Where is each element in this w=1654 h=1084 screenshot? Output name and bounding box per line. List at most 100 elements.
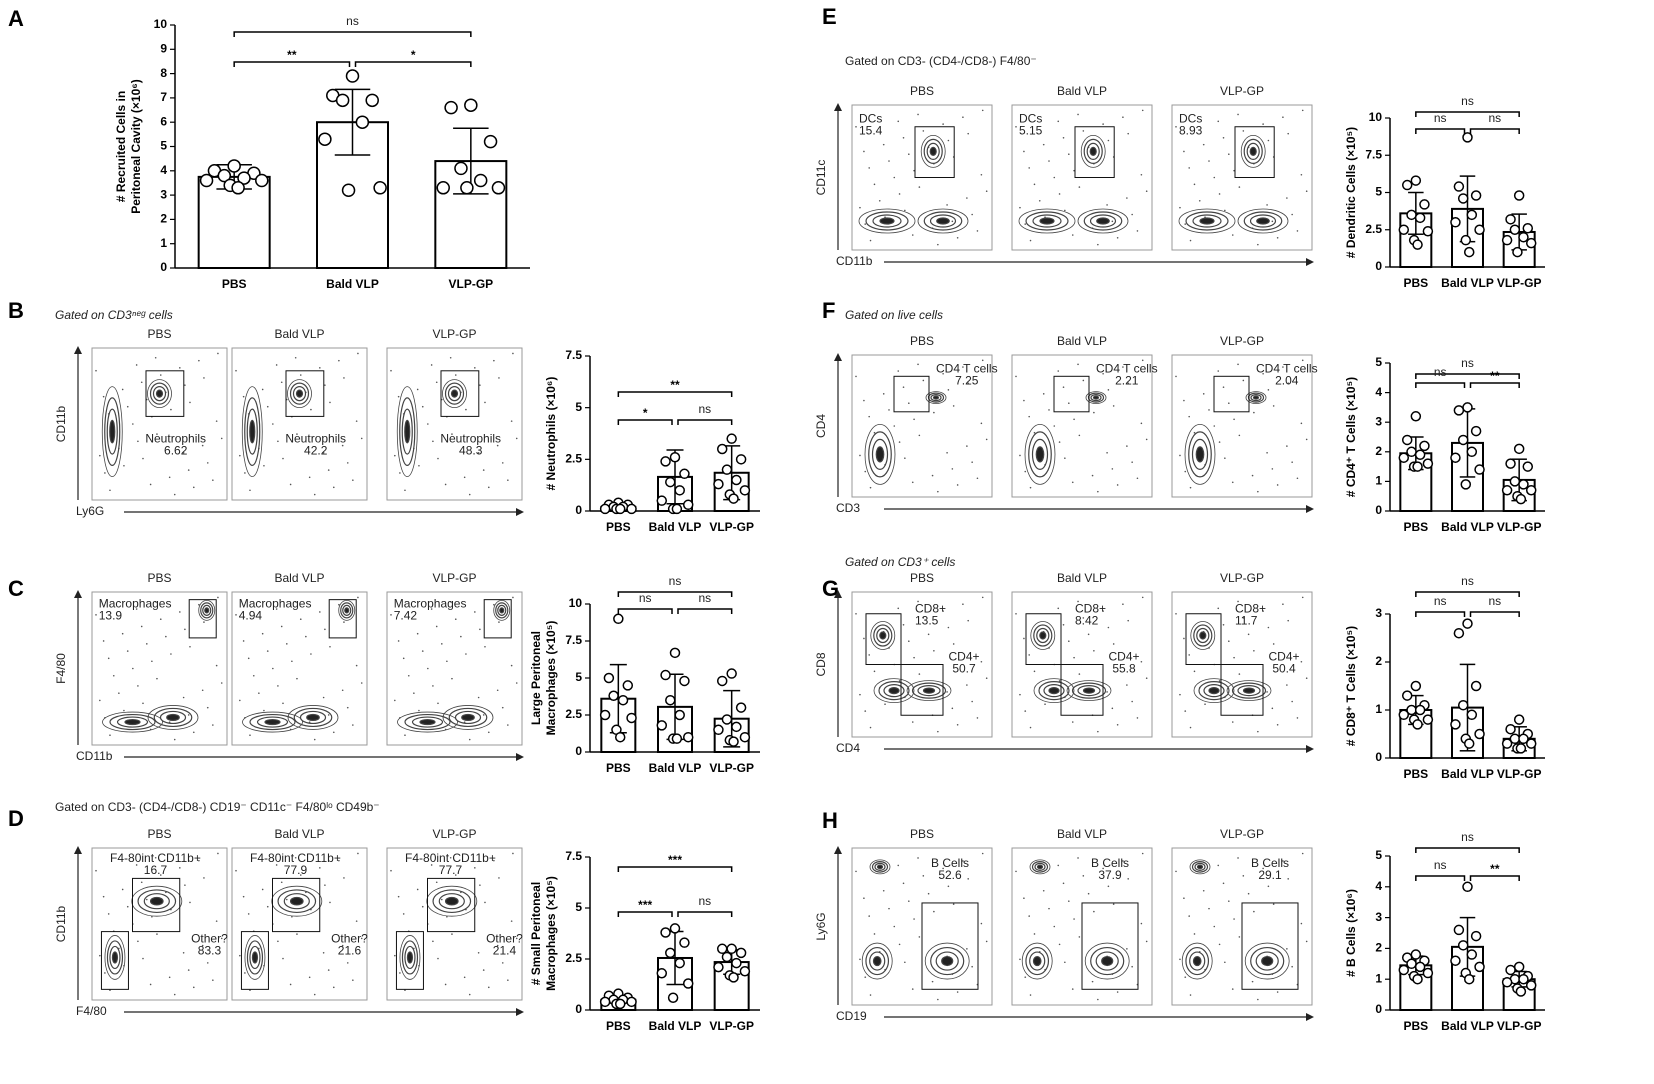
event-dot: [282, 702, 284, 705]
event-dot: [99, 454, 101, 457]
data-point: [460, 181, 474, 195]
event-dot: [135, 608, 138, 610]
event-dot: [1233, 656, 1235, 659]
gate-label: CD4+: [948, 649, 979, 663]
event-dot: [1287, 878, 1289, 880]
event-dot: [1122, 860, 1124, 862]
event-dot: [355, 664, 358, 667]
event-dot: [1231, 481, 1234, 484]
significance-label: **: [1490, 862, 1500, 876]
arrow-head: [1306, 1013, 1314, 1021]
contour: [1185, 946, 1210, 976]
event-dot: [352, 979, 354, 981]
event-dot: [102, 640, 105, 642]
event-dot: [947, 389, 950, 391]
y-axis-label: Ly6G: [814, 912, 828, 940]
event-dot: [294, 356, 297, 359]
event-dot: [864, 470, 867, 473]
event-dot: [468, 493, 471, 496]
y-axis-label: CD4: [814, 414, 828, 438]
data-point: [731, 957, 742, 969]
contour: [106, 408, 118, 455]
event-dot: [435, 625, 438, 628]
contour: [104, 935, 126, 980]
data-point: [1515, 986, 1527, 997]
gate-value: 7.42: [394, 608, 418, 622]
data-point: [622, 680, 634, 691]
event-dot: [1127, 619, 1129, 622]
event-dot: [1287, 382, 1289, 384]
event-dot: [137, 685, 139, 687]
data-point: [1525, 738, 1537, 749]
contour: [241, 386, 263, 478]
event-dot: [931, 474, 934, 477]
data-point: [255, 173, 269, 188]
x-axis-label: CD11b: [76, 749, 113, 763]
contour: [1189, 951, 1206, 971]
event-dot: [1271, 220, 1274, 223]
gate-value: 15.4: [859, 124, 883, 138]
data-point: [1406, 209, 1417, 221]
event-dot: [1286, 445, 1288, 447]
contour: [865, 211, 909, 231]
contour: [397, 711, 458, 733]
event-dot: [967, 878, 969, 880]
event-dot: [168, 721, 171, 723]
event-dot: [451, 933, 453, 935]
data-point: [355, 115, 370, 129]
event-dot: [399, 472, 401, 474]
event-dot: [201, 689, 204, 692]
event-dot: [1102, 867, 1104, 870]
event-dot: [1213, 176, 1216, 179]
event-dot: [220, 437, 223, 440]
event-dot: [474, 867, 476, 869]
event-dot: [479, 628, 481, 631]
event-dot: [1062, 386, 1065, 388]
event-dot: [427, 423, 429, 425]
contour: [1029, 859, 1051, 875]
event-dot: [1287, 132, 1289, 135]
contour: [1077, 684, 1101, 697]
contour: [941, 955, 954, 967]
event-dot: [1238, 434, 1241, 437]
event-dot: [215, 920, 218, 922]
event-dot: [1019, 454, 1021, 457]
event-dot: [1029, 994, 1032, 996]
data-point: [735, 454, 747, 465]
gate-value: 11.7: [1235, 614, 1258, 628]
contour: [287, 705, 339, 730]
event-dot: [1183, 150, 1185, 153]
contour: [131, 885, 183, 917]
event-dot: [1266, 204, 1268, 206]
event-dot: [1029, 726, 1032, 729]
event-dot: [468, 993, 471, 996]
event-dot: [1033, 431, 1036, 434]
event-dot: [1272, 405, 1275, 407]
event-dot: [463, 721, 466, 723]
significance-bracket: [1415, 611, 1466, 617]
gate-value: 37.9: [1098, 868, 1122, 882]
event-dot: [869, 239, 872, 242]
event-dot: [515, 437, 518, 440]
event-dot: [159, 374, 162, 376]
event-dot: [917, 363, 919, 366]
flow-plot-title: Bald VLP: [1057, 571, 1107, 585]
event-dot: [1189, 726, 1192, 729]
data-point: [656, 720, 668, 731]
event-dot: [1208, 160, 1210, 162]
event-dot: [1300, 422, 1303, 425]
contour: [340, 602, 354, 619]
significance-label: ns: [1434, 365, 1447, 379]
event-dot: [510, 664, 513, 667]
event-dot: [168, 476, 171, 479]
data-point: [1525, 980, 1537, 991]
event-dot: [1073, 918, 1075, 920]
event-dot: [888, 907, 890, 910]
event-dot: [220, 937, 223, 940]
arrow-head: [1306, 258, 1314, 266]
data-point: [665, 694, 676, 706]
gate-value: 13.5: [915, 614, 939, 628]
data-point: [728, 493, 739, 504]
event-dot: [407, 674, 410, 677]
event-dot: [1136, 717, 1139, 719]
